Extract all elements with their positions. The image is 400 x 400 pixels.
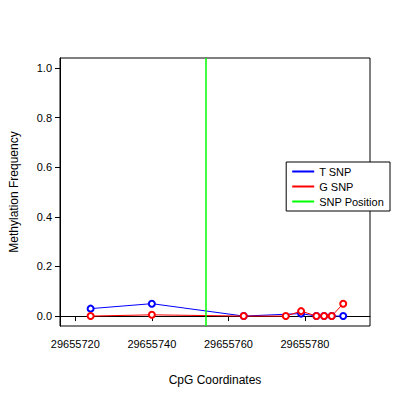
svg-text:29655740: 29655740 bbox=[127, 338, 176, 350]
svg-text:29655780: 29655780 bbox=[280, 338, 329, 350]
svg-text:0.2: 0.2 bbox=[37, 260, 52, 272]
svg-text:CpG Coordinates: CpG Coordinates bbox=[169, 373, 262, 387]
svg-text:0.4: 0.4 bbox=[37, 211, 52, 223]
svg-text:0.0: 0.0 bbox=[37, 310, 52, 322]
svg-text:29655720: 29655720 bbox=[51, 338, 100, 350]
svg-text:1.0: 1.0 bbox=[37, 62, 52, 74]
svg-text:G SNP: G SNP bbox=[319, 181, 353, 193]
svg-text:T SNP: T SNP bbox=[319, 166, 351, 178]
svg-text:0.6: 0.6 bbox=[37, 161, 52, 173]
svg-text:SNP Position: SNP Position bbox=[319, 196, 384, 208]
svg-text:0.8: 0.8 bbox=[37, 112, 52, 124]
svg-text:29655760: 29655760 bbox=[204, 338, 253, 350]
svg-text:Methylation Frequency: Methylation Frequency bbox=[7, 131, 21, 252]
